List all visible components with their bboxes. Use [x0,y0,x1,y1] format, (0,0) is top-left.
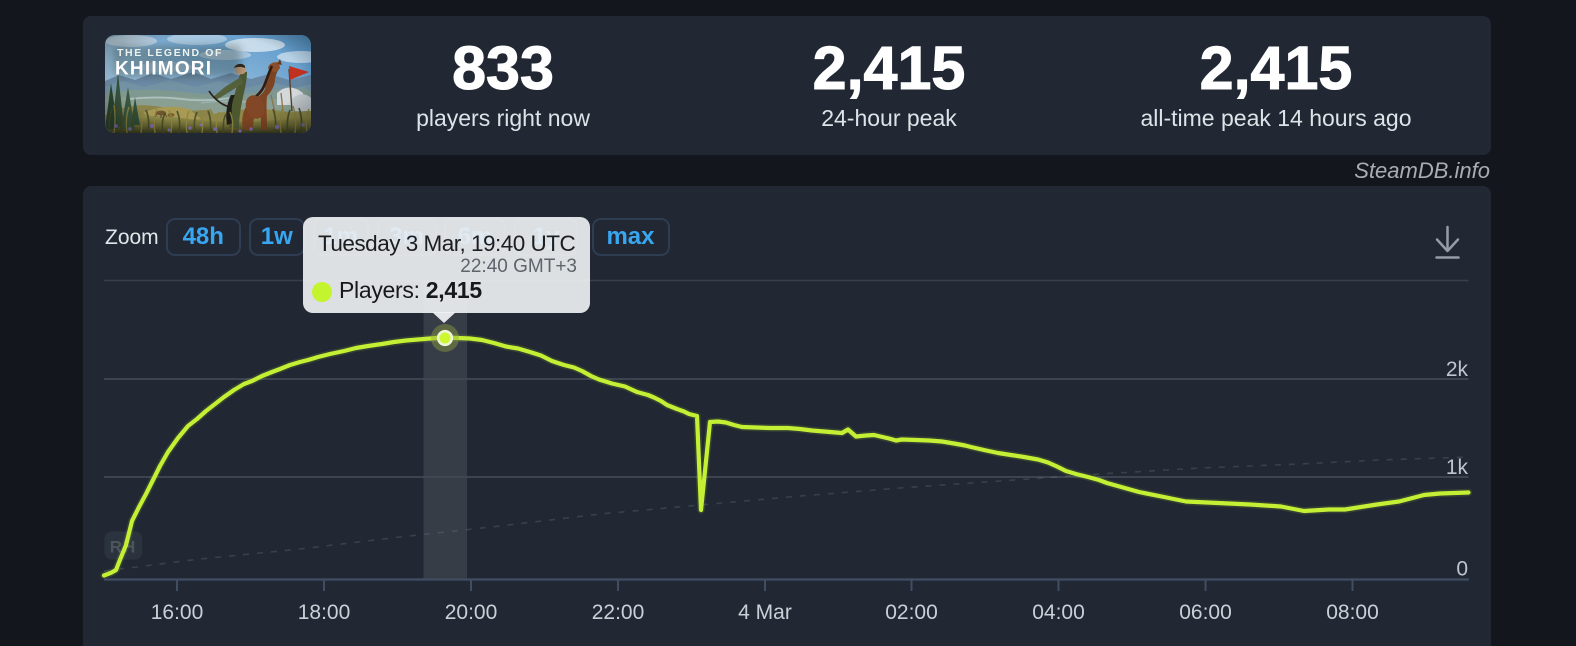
svg-text:THE LEGEND OF: THE LEGEND OF [117,47,223,59]
svg-text:KHIIMORI: KHIIMORI [115,59,212,80]
